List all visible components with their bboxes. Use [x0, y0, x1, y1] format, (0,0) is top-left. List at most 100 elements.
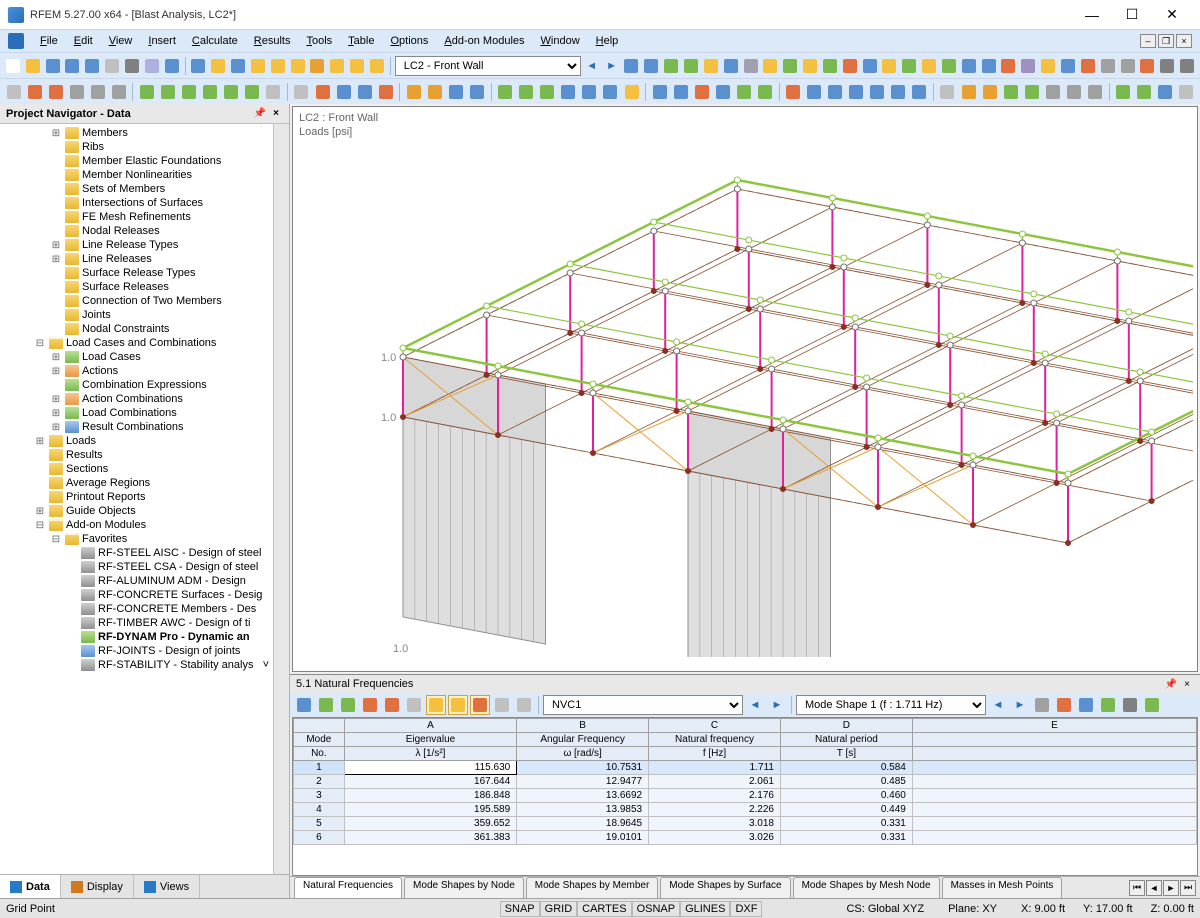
tb2-btn-20[interactable]	[446, 82, 465, 102]
tb1b-btn-16[interactable]	[940, 56, 958, 76]
tb1-btn-13[interactable]	[269, 56, 287, 76]
rp-btn-1[interactable]	[316, 695, 336, 715]
table-row[interactable]: 3186.84813.66922.1760.460	[294, 789, 1197, 803]
tb2-btn-27[interactable]	[601, 82, 620, 102]
tree-expand-27[interactable]: ⊞	[34, 506, 46, 517]
tree-expand-22[interactable]: ⊞	[34, 436, 46, 447]
tb1b-btn-14[interactable]	[900, 56, 918, 76]
tree-item-13[interactable]: Joints	[2, 308, 271, 322]
tb1b-btn-19[interactable]	[1000, 56, 1018, 76]
tb1b-btn-0[interactable]	[623, 56, 641, 76]
menu-insert[interactable]: Insert	[140, 33, 184, 49]
tree-item-2[interactable]: Member Elastic Foundations	[2, 154, 271, 168]
tb1b-btn-2[interactable]	[662, 56, 680, 76]
tb1-btn-17[interactable]	[348, 56, 366, 76]
mdi-restore[interactable]: ❐	[1158, 34, 1174, 48]
tb1-btn-0[interactable]	[4, 56, 22, 76]
tb2-btn-50[interactable]	[1114, 82, 1133, 102]
tb2-btn-0[interactable]	[4, 82, 23, 102]
tree-expand-21[interactable]: ⊞	[50, 422, 62, 433]
tree-item-8[interactable]: ⊞Line Release Types	[2, 238, 271, 252]
navigator-tree[interactable]: ⊞MembersRibsMember Elastic FoundationsMe…	[0, 124, 273, 874]
tb1-btn-15[interactable]	[309, 56, 327, 76]
tb2-btn-41[interactable]	[910, 82, 929, 102]
menu-add-on-modules[interactable]: Add-on Modules	[436, 33, 532, 49]
mode-prev[interactable]: ◄	[988, 695, 1008, 715]
rp-btn-2[interactable]	[338, 695, 358, 715]
loadcase-dropdown[interactable]: LC2 - Front Wall	[395, 56, 581, 76]
tb1-btn-16[interactable]	[328, 56, 346, 76]
tree-item-34[interactable]: RF-CONCRETE Members - Des	[2, 602, 271, 616]
navigator-close-icon[interactable]: ×	[269, 107, 283, 121]
tree-item-7[interactable]: Nodal Releases	[2, 224, 271, 238]
nvc-next[interactable]: ►	[767, 695, 787, 715]
tb1-btn-9[interactable]	[189, 56, 207, 76]
tree-item-6[interactable]: FE Mesh Refinements	[2, 210, 271, 224]
tree-item-3[interactable]: Member Nonlinearities	[2, 168, 271, 182]
tree-item-35[interactable]: RF-TIMBER AWC - Design of ti	[2, 616, 271, 630]
tb2-btn-43[interactable]	[959, 82, 978, 102]
menu-file[interactable]: File	[32, 33, 66, 49]
tb1b-btn-10[interactable]	[821, 56, 839, 76]
tree-item-0[interactable]: ⊞Members	[2, 126, 271, 140]
status-grid[interactable]: GRID	[540, 901, 578, 917]
results-tab-1[interactable]: Mode Shapes by Node	[404, 877, 524, 898]
tree-expand-17[interactable]: ⊞	[50, 366, 62, 377]
tb1b-btn-23[interactable]	[1079, 56, 1097, 76]
tb2-btn-1[interactable]	[25, 82, 44, 102]
results-tab-3[interactable]: Mode Shapes by Surface	[660, 877, 790, 898]
tree-expand-19[interactable]: ⊞	[50, 394, 62, 405]
tree-item-15[interactable]: ⊟Load Cases and Combinations	[2, 336, 271, 350]
tb2-btn-18[interactable]	[404, 82, 423, 102]
tb1b-btn-17[interactable]	[960, 56, 978, 76]
tb2-btn-52[interactable]	[1156, 82, 1175, 102]
tree-item-28[interactable]: ⊟Add-on Modules	[2, 518, 271, 532]
rp-end-0[interactable]	[1032, 695, 1052, 715]
lc-nav-next[interactable]: ►	[603, 56, 621, 76]
tree-item-10[interactable]: Surface Release Types	[2, 266, 271, 280]
tb2-btn-10[interactable]	[222, 82, 241, 102]
navigator-scrollbar[interactable]	[273, 124, 289, 874]
tb2-btn-8[interactable]	[180, 82, 199, 102]
tb2-btn-36[interactable]	[805, 82, 824, 102]
tree-item-31[interactable]: RF-STEEL CSA - Design of steel	[2, 560, 271, 574]
tb1b-btn-25[interactable]	[1119, 56, 1137, 76]
results-pin-icon[interactable]: 📌	[1164, 677, 1178, 691]
tb1b-btn-4[interactable]	[702, 56, 720, 76]
lc-nav-prev[interactable]: ◄	[583, 56, 601, 76]
table-row[interactable]: 6361.38319.01013.0260.331	[294, 831, 1197, 845]
tree-expand-8[interactable]: ⊞	[50, 240, 62, 251]
tb2-btn-9[interactable]	[201, 82, 220, 102]
tree-item-21[interactable]: ⊞Result Combinations	[2, 420, 271, 434]
menu-view[interactable]: View	[101, 33, 141, 49]
tb2-btn-33[interactable]	[734, 82, 753, 102]
tb2-btn-46[interactable]	[1022, 82, 1041, 102]
tb2-btn-11[interactable]	[243, 82, 262, 102]
tb1b-btn-15[interactable]	[920, 56, 938, 76]
tree-item-26[interactable]: Printout Reports	[2, 490, 271, 504]
tree-item-23[interactable]: Results	[2, 448, 271, 462]
tree-item-5[interactable]: Intersections of Surfaces	[2, 196, 271, 210]
menu-help[interactable]: Help	[588, 33, 627, 49]
rp-end-4[interactable]	[1120, 695, 1140, 715]
tb1b-btn-5[interactable]	[722, 56, 740, 76]
tb2-btn-14[interactable]	[313, 82, 332, 102]
tb1b-btn-18[interactable]	[980, 56, 998, 76]
tb1b-btn-28[interactable]	[1178, 56, 1196, 76]
tb1b-btn-12[interactable]	[861, 56, 879, 76]
tree-item-36[interactable]: RF-DYNAM Pro - Dynamic an	[2, 630, 271, 644]
tb1b-btn-8[interactable]	[781, 56, 799, 76]
status-cartes[interactable]: CARTES	[577, 901, 631, 917]
tb1b-btn-21[interactable]	[1039, 56, 1057, 76]
tb1-btn-2[interactable]	[44, 56, 62, 76]
nvc-dropdown[interactable]: NVC1	[543, 695, 743, 715]
tree-expand-20[interactable]: ⊞	[50, 408, 62, 419]
tb1b-btn-6[interactable]	[742, 56, 760, 76]
nvc-prev[interactable]: ◄	[745, 695, 765, 715]
tree-expand-28[interactable]: ⊟	[34, 520, 46, 531]
menu-table[interactable]: Table	[340, 33, 382, 49]
tb2-btn-38[interactable]	[847, 82, 866, 102]
menu-calculate[interactable]: Calculate	[184, 33, 246, 49]
results-close-icon[interactable]: ×	[1180, 677, 1194, 691]
results-tab-4[interactable]: Mode Shapes by Mesh Node	[793, 877, 940, 898]
